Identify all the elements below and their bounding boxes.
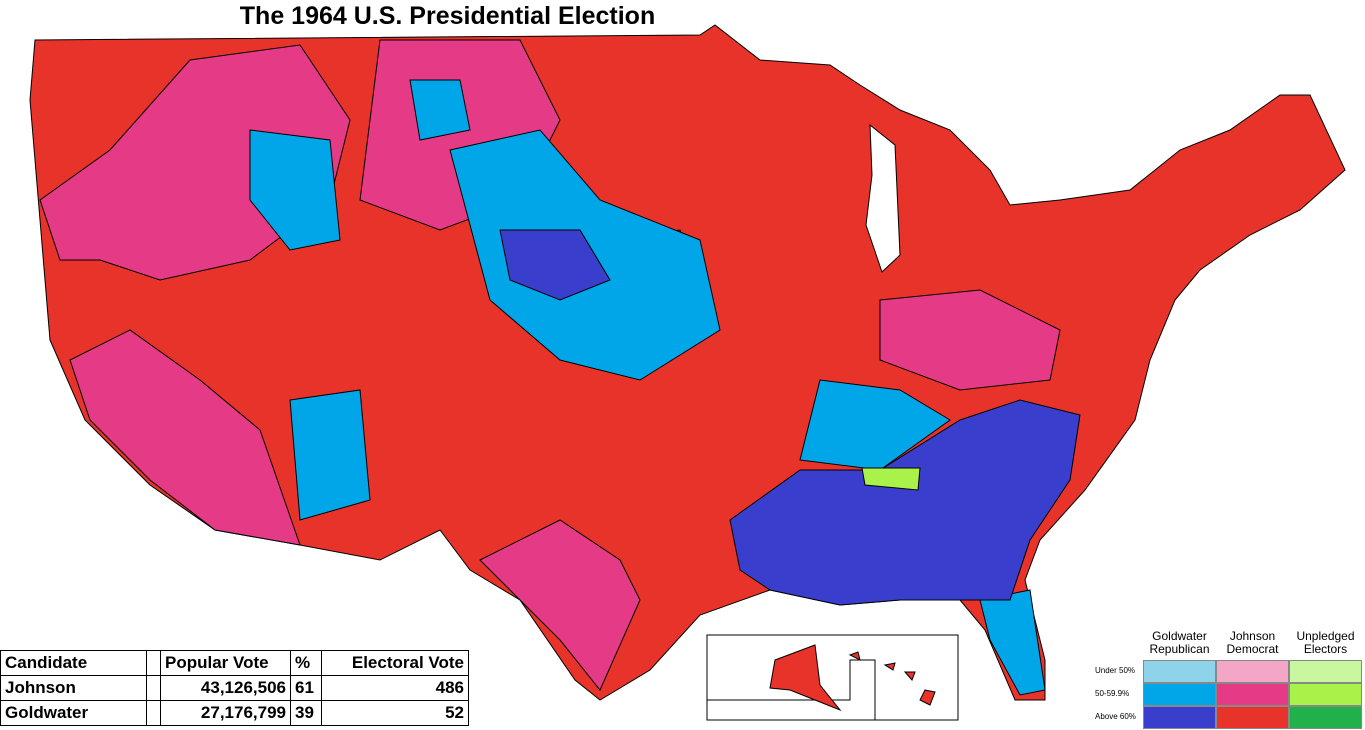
lake-michigan <box>865 123 901 273</box>
legend-column: Johnson Democrat <box>1226 629 1279 656</box>
cell: 486 <box>321 675 469 701</box>
cell: 43,126,506 <box>160 675 291 701</box>
inset-divider <box>707 659 876 720</box>
header-cell: % <box>290 650 322 676</box>
region-rep-60 <box>729 399 1081 606</box>
spacer-cell <box>146 650 161 676</box>
cell: 27,176,799 <box>160 700 291 726</box>
region-rep-50 <box>979 589 1046 696</box>
region-dem-50 <box>69 329 301 546</box>
region-rep-60 <box>499 229 611 301</box>
region-rep-50 <box>289 389 371 521</box>
header-cell: Electoral Vote <box>321 650 469 676</box>
region-dem-50 <box>879 289 1061 391</box>
spacer-cell <box>146 675 161 701</box>
results-table: Candidate Popular Vote % Electoral Vote … <box>0 650 469 726</box>
header-cell: Candidate <box>0 650 147 676</box>
spacer-cell <box>146 700 161 726</box>
region-rep-50 <box>249 129 341 251</box>
legend-row: Under 50% <box>1095 666 1136 675</box>
region-unpledged-50 <box>861 467 921 491</box>
legend-row: 50-59.9% <box>1095 689 1130 698</box>
legend: Goldwater Republican Johnson Democrat Un… <box>1092 628 1364 730</box>
swatch <box>1216 660 1289 683</box>
region-rep-50 <box>799 379 951 471</box>
hawaii <box>848 651 936 706</box>
swatch <box>1143 706 1216 729</box>
header-cell: Popular Vote <box>160 650 291 676</box>
swatch <box>1289 683 1362 706</box>
region-dem-50 <box>479 519 641 691</box>
continental-us <box>29 24 1346 701</box>
swatch <box>1289 706 1362 729</box>
table-row: Goldwater 27,176,799 39 52 <box>0 700 469 726</box>
region-rep-50 <box>409 79 471 141</box>
cell: 52 <box>321 700 469 726</box>
swatch <box>1143 683 1216 706</box>
alaska <box>769 644 842 712</box>
inset <box>706 634 959 721</box>
cell: Goldwater <box>0 700 147 726</box>
cell: Johnson <box>0 675 147 701</box>
cell: 39 <box>290 700 322 726</box>
swatch <box>1289 660 1362 683</box>
legend-column: Unpledged Electors <box>1296 629 1355 656</box>
swatch <box>1216 706 1289 729</box>
table-header: Candidate Popular Vote % Electoral Vote <box>0 650 469 676</box>
legend-column: Goldwater Republican <box>1149 629 1210 656</box>
swatch <box>1143 660 1216 683</box>
map-title: The 1964 U.S. Presidential Election <box>239 2 656 30</box>
table-row: Johnson 43,126,506 61 486 <box>0 675 469 701</box>
cell: 61 <box>290 675 322 701</box>
swatch <box>1216 683 1289 706</box>
legend-row: Above 60% <box>1095 712 1136 721</box>
